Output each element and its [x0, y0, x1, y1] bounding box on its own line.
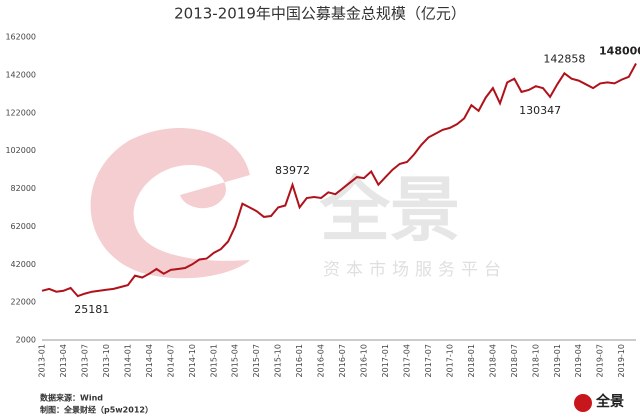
data-label: 148000: [599, 45, 640, 58]
x-tick-label: 2015-07: [252, 344, 261, 377]
data-label: 83972: [275, 164, 310, 177]
x-tick-label: 2018-10: [531, 344, 540, 377]
x-tick-label: 2014-10: [188, 344, 197, 377]
x-tick-label: 2016-01: [295, 344, 304, 377]
x-tick-label: 2017-07: [424, 344, 433, 377]
x-tick-label: 2017-04: [402, 344, 411, 377]
x-tick-label: 2018-01: [467, 344, 476, 377]
watermark: 全景 资本市场服务平台: [90, 127, 507, 280]
y-tick-label: 142000: [5, 70, 36, 79]
x-tick-label: 2019-07: [596, 344, 605, 377]
x-tick-label: 2016-07: [338, 344, 347, 377]
x-tick-label: 2016-10: [360, 344, 369, 377]
y-tick-label: 102000: [5, 146, 36, 155]
chart-title: 2013-2019年中国公募基金总规模（亿元）: [174, 5, 466, 23]
x-tick-label: 2015-04: [231, 344, 240, 377]
y-tick-label: 62000: [11, 222, 36, 231]
y-tick-label: 2000: [16, 336, 36, 345]
x-tick-label: 2013-10: [102, 344, 111, 377]
y-tick-label: 82000: [11, 184, 36, 193]
watermark-subtitle: 资本市场服务平台: [323, 260, 507, 280]
credit: 制图：全景财经（p5w2012）: [40, 405, 153, 415]
y-tick-label: 122000: [5, 108, 36, 117]
x-tick-label: 2019-04: [574, 344, 583, 377]
x-tick-label: 2017-01: [381, 344, 390, 377]
data-line: [41, 63, 637, 298]
x-tick-label: 2013-01: [38, 344, 47, 377]
watermark-swirl: [90, 127, 250, 279]
y-tick-label: 42000: [11, 260, 36, 269]
y-tick-label: 22000: [11, 298, 36, 307]
x-tick-label: 2016-04: [317, 344, 326, 377]
x-tick-label: 2017-10: [445, 344, 454, 377]
x-tick-label: 2019-01: [553, 344, 562, 377]
y-tick-label: 162000: [5, 33, 36, 42]
x-tick-label: 2014-01: [123, 344, 132, 377]
data-label: 142858: [543, 52, 585, 65]
logo: 全景: [595, 393, 624, 410]
x-tick-label: 2014-04: [145, 344, 154, 377]
x-tick-label: 2015-10: [274, 344, 283, 377]
x-tick-label: 2015-01: [209, 344, 218, 377]
logo-icon: [574, 394, 592, 412]
x-tick-label: 2018-07: [510, 344, 519, 377]
x-tick-label: 2018-04: [488, 344, 497, 377]
x-tick-label: 2013-07: [80, 344, 89, 377]
x-tick-label: 2019-10: [617, 344, 626, 377]
data-label: 25181: [74, 303, 109, 316]
x-tick-label: 2013-04: [59, 344, 68, 377]
watermark-text: 全景: [319, 169, 460, 251]
data-label: 130347: [519, 104, 561, 117]
x-tick-label: 2014-07: [166, 344, 175, 377]
source: 数据来源：Wind: [40, 393, 103, 403]
